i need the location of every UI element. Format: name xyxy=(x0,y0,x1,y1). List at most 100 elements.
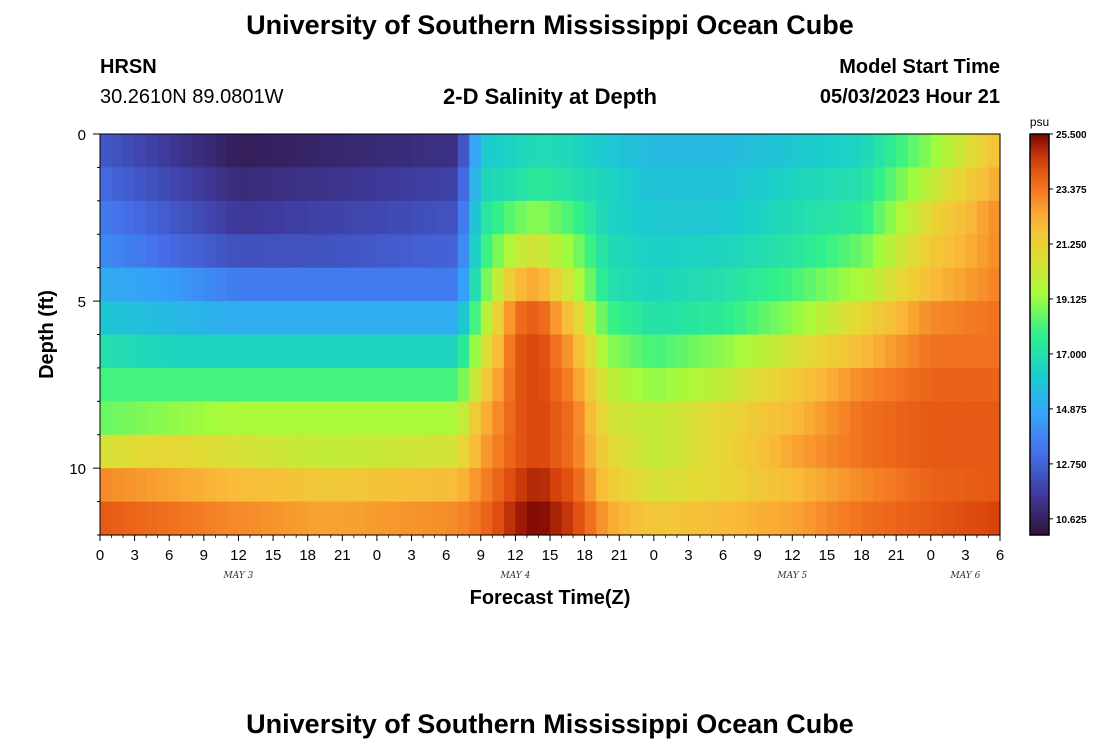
heatmap-cell xyxy=(457,234,470,269)
heatmap-cell xyxy=(169,134,182,169)
heatmap-cell xyxy=(607,200,620,235)
heatmap-cell xyxy=(100,367,113,402)
heatmap-cell xyxy=(676,501,690,536)
heatmap-cell xyxy=(469,267,482,302)
heatmap-cell xyxy=(261,468,274,503)
heatmap-cell xyxy=(515,267,528,302)
x-tick-label: 15 xyxy=(542,547,559,564)
heatmap-cell xyxy=(100,234,113,269)
colorbar-tick-label: 12.750 xyxy=(1056,460,1087,471)
heatmap-cell xyxy=(526,134,540,169)
heatmap-cell xyxy=(884,401,897,436)
heatmap-cell xyxy=(526,367,540,402)
heatmap-cell xyxy=(111,501,124,536)
heatmap-cell xyxy=(169,234,182,269)
heatmap-cell xyxy=(584,367,597,402)
heatmap-cell xyxy=(826,267,840,302)
heatmap-cell xyxy=(838,234,851,269)
heatmap-cell xyxy=(400,434,413,469)
heatmap-cell xyxy=(238,167,251,202)
heatmap-cell xyxy=(896,234,909,269)
heatmap-cell xyxy=(896,167,909,202)
heatmap-cell xyxy=(192,267,205,302)
heatmap-cell xyxy=(930,334,943,369)
heatmap-cell xyxy=(953,301,966,336)
heatmap-cell xyxy=(215,200,228,235)
heatmap-cell xyxy=(111,434,124,469)
heatmap-cell xyxy=(930,134,943,169)
heatmap-cell xyxy=(134,468,147,503)
footer-title: University of Southern Mississippi Ocean… xyxy=(246,709,854,739)
heatmap-cell xyxy=(342,200,355,235)
heatmap-cell xyxy=(723,167,736,202)
heatmap-cell xyxy=(884,267,897,302)
heatmap-cell xyxy=(884,301,897,336)
heatmap-cell xyxy=(688,434,701,469)
heatmap-cell xyxy=(146,468,159,503)
heatmap-cell xyxy=(619,334,632,369)
heatmap-cell xyxy=(157,167,170,202)
heatmap-cell xyxy=(284,434,297,469)
heatmap-cell xyxy=(353,167,366,202)
heatmap-cell xyxy=(723,501,736,536)
heatmap-cell xyxy=(215,468,228,503)
x-tick-label: 0 xyxy=(650,547,658,564)
heatmap-cell xyxy=(365,200,378,235)
heatmap-cell xyxy=(342,301,355,336)
heatmap-cell xyxy=(146,234,159,269)
heatmap-cell xyxy=(273,301,286,336)
heatmap-cell xyxy=(330,367,343,402)
heatmap-cell xyxy=(573,434,586,469)
heatmap-cell xyxy=(250,234,263,269)
heatmap-cell xyxy=(607,167,620,202)
heatmap-cell xyxy=(400,301,413,336)
heatmap-cell xyxy=(192,367,205,402)
heatmap-cell xyxy=(700,267,713,302)
heatmap-cell xyxy=(526,334,540,369)
heatmap-cell xyxy=(123,234,136,269)
heatmap-cell xyxy=(376,401,390,436)
heatmap-cell xyxy=(469,167,482,202)
heatmap-cell xyxy=(146,200,159,235)
heatmap-cell xyxy=(976,267,990,302)
heatmap-cell xyxy=(676,134,690,169)
heatmap-cell xyxy=(919,434,932,469)
heatmap-cell xyxy=(884,167,897,202)
heatmap-cell xyxy=(123,267,136,302)
heatmap-cell xyxy=(861,301,874,336)
colorbar-tick-label: 14.875 xyxy=(1056,405,1087,416)
heatmap-cell xyxy=(734,468,747,503)
heatmap-cell xyxy=(596,401,609,436)
heatmap-cell xyxy=(919,501,932,536)
heatmap-cell xyxy=(815,468,828,503)
heatmap-cell xyxy=(596,134,609,169)
heatmap-cell xyxy=(388,468,401,503)
heatmap-cell xyxy=(192,167,205,202)
heatmap-cell xyxy=(284,301,297,336)
heatmap-cell xyxy=(884,334,897,369)
heatmap-cell xyxy=(469,401,482,436)
heatmap-cell xyxy=(342,367,355,402)
heatmap-cell xyxy=(134,301,147,336)
heatmap-cell xyxy=(711,401,724,436)
heatmap-cell xyxy=(619,301,632,336)
heatmap-cell xyxy=(469,501,482,536)
heatmap-cell xyxy=(861,234,874,269)
heatmap-cell xyxy=(780,334,793,369)
x-date-label: MAY 5 xyxy=(776,571,807,581)
x-tick-label: 3 xyxy=(130,547,138,564)
heatmap-cell xyxy=(942,234,955,269)
x-tick-label: 21 xyxy=(611,547,628,564)
heatmap-cell xyxy=(746,334,759,369)
heatmap-cell xyxy=(838,134,851,169)
heatmap-cell xyxy=(896,334,909,369)
station-name: HRSN xyxy=(100,56,157,78)
heatmap-cell xyxy=(584,401,597,436)
heatmap-cell xyxy=(976,234,990,269)
heatmap-cell xyxy=(734,501,747,536)
heatmap-cell xyxy=(538,468,551,503)
heatmap-cell xyxy=(353,468,366,503)
heatmap-cell xyxy=(826,301,840,336)
heatmap-cell xyxy=(515,234,528,269)
heatmap-cell xyxy=(942,167,955,202)
